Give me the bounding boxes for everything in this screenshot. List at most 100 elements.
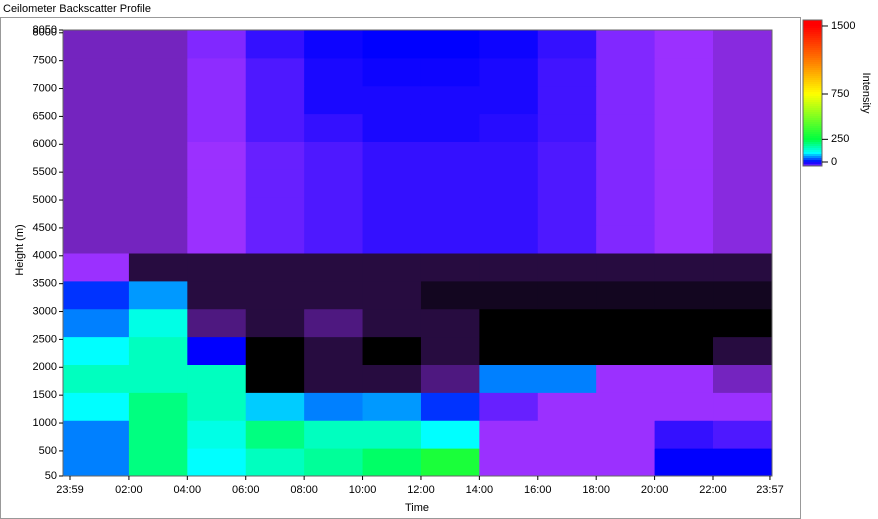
heat-cell (713, 308, 773, 338)
colorbar-swatch (803, 128, 822, 131)
heat-cell (537, 448, 597, 477)
colorbar-swatch (803, 72, 822, 75)
colorbar-swatch (803, 34, 822, 37)
heat-cell (245, 392, 305, 421)
heat-cell (63, 141, 130, 170)
colorbar-swatch (803, 100, 822, 103)
y-tick-label: 6500 (33, 110, 57, 122)
heat-cell (596, 420, 656, 449)
heat-cell (479, 280, 539, 310)
plot-border (62, 29, 773, 477)
colorbar-swatch (803, 122, 822, 125)
colorbar-swatch (803, 58, 822, 61)
colorbar-swatch (803, 40, 822, 43)
heat-cell (420, 392, 480, 421)
heat-cell (245, 85, 305, 115)
heat-cell (654, 336, 714, 365)
heat-cell (63, 253, 130, 282)
heat-cell (362, 225, 422, 254)
colorbar-swatch (803, 52, 822, 55)
heat-cell (362, 420, 422, 449)
y-tick-label: 8000 (33, 27, 57, 39)
heat-cell (420, 57, 480, 87)
heat-cell (596, 336, 656, 365)
heat-cell (63, 30, 130, 59)
heat-cell (128, 30, 188, 59)
heat-cell (304, 280, 364, 310)
colorbar-swatch (803, 120, 822, 123)
heat-cell (128, 448, 188, 477)
heat-cell (362, 57, 422, 87)
heat-cell (245, 280, 305, 310)
y-tick-label: 2500 (33, 333, 57, 345)
heat-cell (654, 280, 714, 310)
heat-cell (713, 225, 773, 254)
heat-cell (362, 113, 422, 142)
x-tick-label: 22:00 (699, 484, 727, 496)
heat-cell (63, 113, 130, 142)
heat-cell (128, 392, 188, 421)
heat-cell (537, 336, 597, 365)
colorbar-swatch (803, 132, 822, 135)
colorbar-swatch (803, 114, 822, 117)
heat-cell (596, 30, 656, 59)
colorbar-swatch (803, 96, 822, 99)
y-tick-label: 7000 (33, 82, 57, 94)
heat-cell (713, 30, 773, 59)
heat-cell (63, 57, 130, 87)
heat-cell (596, 85, 656, 115)
heat-cell (479, 448, 539, 477)
heat-cell (654, 448, 714, 477)
heat-cell (128, 253, 188, 282)
colorbar-swatch (803, 70, 822, 73)
y-tick-label: 1000 (33, 417, 57, 429)
colorbar-swatch (803, 106, 822, 109)
y-tick-label: 6000 (33, 138, 57, 150)
heat-cell (420, 420, 480, 449)
heat-cell (654, 364, 714, 393)
colorbar-swatch (803, 28, 822, 31)
heat-cell (128, 57, 188, 87)
y-tick-label: 7500 (33, 55, 57, 67)
heat-cell (63, 308, 130, 338)
heat-cell (63, 392, 130, 421)
y-tick-label: 4500 (33, 222, 57, 234)
heat-cell (537, 420, 597, 449)
heat-cell (128, 280, 188, 310)
colorbar-tick-label: 750 (831, 88, 849, 100)
heat-cell (128, 113, 188, 142)
y-tick-label: 50 (45, 470, 57, 482)
heat-cell (596, 141, 656, 170)
heat-cell (654, 113, 714, 142)
colorbar-swatch (803, 126, 822, 129)
heat-cell (654, 197, 714, 226)
colorbar-tick-label: 0 (831, 156, 837, 168)
heat-cell (362, 336, 422, 365)
heat-cell (187, 308, 247, 338)
heat-cell (654, 85, 714, 115)
colorbar-swatch (803, 24, 822, 27)
heat-cell (187, 113, 247, 142)
x-tick-label: 06:00 (232, 484, 260, 496)
heat-cell (479, 392, 539, 421)
colorbar-swatch (803, 30, 822, 33)
heat-cell (654, 30, 714, 59)
heat-cell (654, 57, 714, 87)
heat-cell (596, 113, 656, 142)
colorbar-border (802, 19, 823, 167)
colorbar-tick-label: 250 (831, 133, 849, 145)
y-axis-label: Height (m) (14, 224, 26, 275)
heat-cell (304, 336, 364, 365)
heat-cell (187, 336, 247, 365)
colorbar-swatch (803, 80, 822, 83)
heat-cell (537, 141, 597, 170)
colorbar-swatch (803, 160, 822, 163)
x-tick-label: 08:00 (290, 484, 318, 496)
heat-cell (187, 57, 247, 87)
colorbar-swatch (803, 156, 822, 159)
x-tick-label: 23:57 (756, 484, 784, 496)
heat-cell (362, 169, 422, 198)
colorbar-swatch (803, 154, 822, 157)
heat-cell (713, 85, 773, 115)
